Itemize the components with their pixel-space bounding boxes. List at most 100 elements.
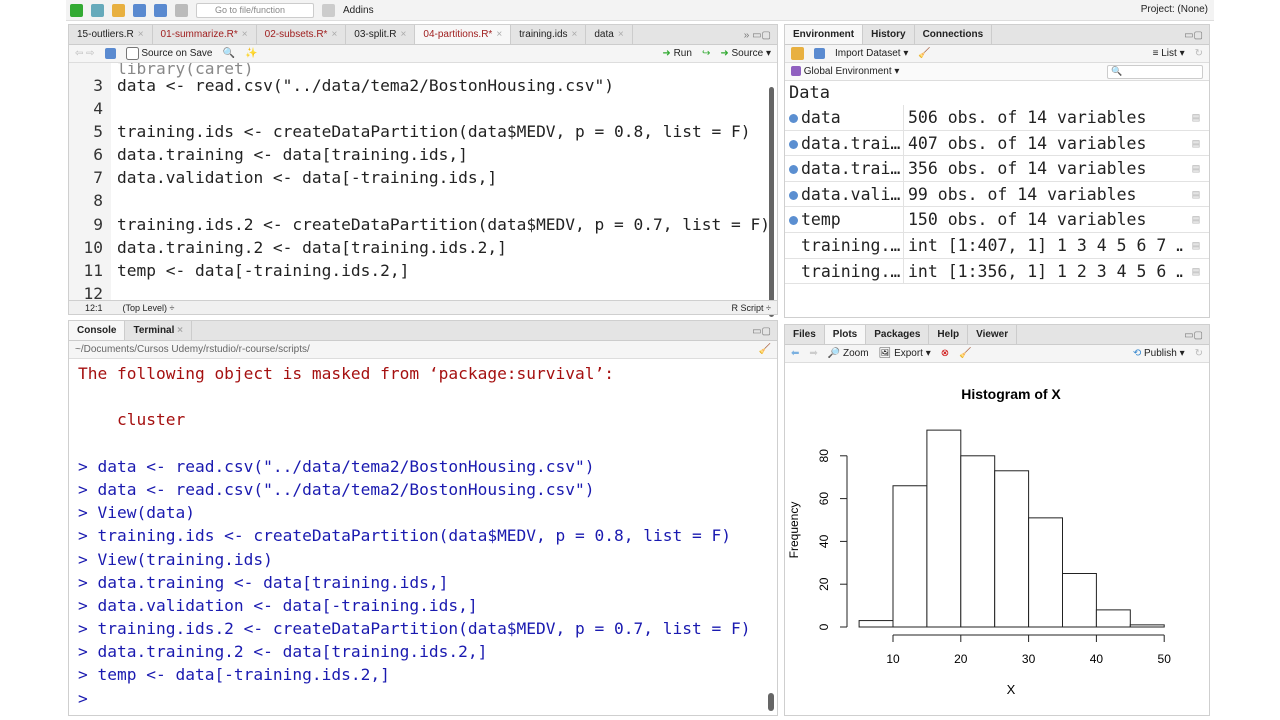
- editor-pane: 15-outliers.R × 01-summarize.R* × 02-subsets…: [68, 24, 778, 317]
- environment-row[interactable]: data.trai… 356 obs. of 14 variables ▤: [785, 156, 1209, 182]
- clear-console-icon[interactable]: 🧹: [758, 344, 771, 355]
- environment-row[interactable]: data.trai… 407 obs. of 14 variables ▤: [785, 130, 1209, 157]
- environment-search-input[interactable]: 🔍: [1107, 64, 1203, 79]
- close-icon[interactable]: ×: [331, 29, 338, 40]
- list-view-button[interactable]: ≡ List ▾: [1152, 48, 1185, 59]
- broom-icon[interactable]: 🧹: [959, 348, 972, 359]
- scope-selector[interactable]: (Top Level) ÷: [122, 302, 175, 313]
- close-icon[interactable]: ×: [496, 29, 503, 40]
- tab-editor-file[interactable]: 15-outliers.R ×: [69, 25, 153, 44]
- refresh-icon[interactable]: ↻: [1194, 348, 1203, 359]
- environment-row[interactable]: data 506 obs. of 14 variables ▤: [785, 105, 1209, 131]
- close-icon[interactable]: ×: [617, 29, 624, 40]
- view-table-icon[interactable]: ▤: [1192, 186, 1200, 201]
- console-scrollbar[interactable]: [768, 693, 774, 711]
- tab-editor-file[interactable]: 02-subsets.R* ×: [257, 25, 347, 44]
- view-table-icon[interactable]: ▤: [1192, 161, 1200, 176]
- save-icon[interactable]: [104, 48, 116, 59]
- tab-editor-file[interactable]: 03-split.R ×: [346, 25, 416, 44]
- view-table-icon[interactable]: ▤: [1192, 237, 1200, 252]
- view-table-icon[interactable]: ▤: [1192, 110, 1200, 124]
- print-icon[interactable]: [175, 3, 188, 17]
- tab-editor-file[interactable]: 01-summarize.R* ×: [153, 25, 257, 44]
- source-on-save-checkbox[interactable]: Source on Save: [125, 47, 213, 60]
- environment-row[interactable]: data.vali… 99 obs. of 14 variables ▤: [785, 181, 1209, 208]
- save-all-icon[interactable]: [154, 3, 167, 17]
- grid-layout-icon[interactable]: [322, 3, 335, 17]
- publish-button[interactable]: ⟲ Publish ▾: [1132, 348, 1185, 359]
- open-icon[interactable]: [791, 47, 804, 60]
- addins-menu[interactable]: Addins: [343, 4, 374, 16]
- save-icon[interactable]: [814, 48, 825, 59]
- delete-plot-icon[interactable]: ⊗: [940, 348, 950, 359]
- import-dataset-button[interactable]: Import Dataset ▾: [835, 48, 909, 59]
- console-command: > data <- read.csv("../data/tema2/Boston…: [78, 479, 595, 499]
- variable-value: 150 obs. of 14 variables: [908, 210, 1147, 230]
- environment-row[interactable]: training.… int [1:356, 1] 1 2 3 4 5 6 … ▤: [785, 258, 1209, 285]
- tab-plots[interactable]: Plots: [824, 325, 867, 344]
- back-icon[interactable]: ⇦ ⇨: [75, 48, 95, 59]
- close-icon[interactable]: ×: [571, 29, 578, 40]
- zoom-button[interactable]: 🔎 Zoom: [827, 348, 869, 359]
- view-table-icon[interactable]: ▤: [1192, 212, 1200, 227]
- tab-editor-file[interactable]: data ×: [586, 25, 633, 44]
- expand-icon[interactable]: [789, 114, 798, 123]
- minimize-maximize-icon[interactable]: ▭▢: [1184, 30, 1203, 41]
- minimize-maximize-icon[interactable]: » ▭▢: [743, 30, 771, 41]
- tab-help[interactable]: Help: [929, 325, 969, 344]
- save-icon[interactable]: [133, 3, 146, 17]
- source-button[interactable]: ➜ Source ▾: [720, 48, 771, 59]
- tab-packages[interactable]: Packages: [866, 325, 930, 344]
- open-file-icon[interactable]: [112, 3, 125, 17]
- console-output[interactable]: The following object is masked from ‘pac…: [69, 359, 777, 710]
- tab-history[interactable]: History: [863, 25, 915, 44]
- forward-arrow-icon[interactable]: ➡: [809, 348, 818, 359]
- tab-viewer[interactable]: Viewer: [968, 325, 1018, 344]
- run-button[interactable]: ➜ Run: [662, 48, 692, 59]
- expand-icon[interactable]: [789, 216, 798, 226]
- console-path-bar: ~/Documents/Cursos Udemy/rstudio/r-cours…: [69, 341, 777, 359]
- expand-icon[interactable]: [789, 165, 798, 175]
- close-icon[interactable]: ×: [400, 29, 407, 40]
- environment-pane: Environment History Connections ▭▢ Impor…: [784, 24, 1210, 318]
- broom-icon[interactable]: 🧹: [918, 48, 931, 59]
- refresh-icon[interactable]: ↻: [1194, 48, 1203, 59]
- new-project-icon[interactable]: [91, 3, 104, 17]
- minimize-maximize-icon[interactable]: ▭▢: [752, 326, 771, 337]
- tab-editor-file[interactable]: 04-partitions.R* ×: [415, 25, 512, 44]
- close-icon[interactable]: ×: [137, 29, 144, 40]
- code-line: 5 training.ids <- createDataPartition(dat…: [69, 120, 777, 144]
- file-type-selector[interactable]: R Script ÷: [731, 302, 771, 313]
- console-command: > training.ids <- createDataPartition(da…: [78, 526, 731, 546]
- global-environment-selector[interactable]: Global Environment ▾: [791, 66, 899, 77]
- goto-file-input[interactable]: Go to file/function: [196, 2, 314, 18]
- editor-scrollbar[interactable]: [769, 87, 774, 317]
- view-table-icon[interactable]: ▤: [1192, 135, 1200, 150]
- tab-connections[interactable]: Connections: [915, 25, 993, 44]
- search-icon[interactable]: 🔍: [222, 48, 235, 59]
- working-directory[interactable]: ~/Documents/Cursos Udemy/rstudio/r-cours…: [75, 344, 310, 355]
- code-editor[interactable]: library(caret) 3 data <- read.csv("../dat…: [69, 63, 777, 301]
- back-arrow-icon[interactable]: ⬅: [791, 348, 800, 359]
- rerun-icon[interactable]: ↪: [701, 48, 711, 59]
- source-on-save-label: Source on Save: [141, 48, 213, 60]
- variable-name: data.vali…: [801, 184, 901, 204]
- magic-wand-icon[interactable]: ✨: [244, 48, 258, 59]
- expand-icon[interactable]: [789, 190, 798, 200]
- project-menu[interactable]: Project: (None): [1140, 4, 1208, 15]
- tab-editor-file[interactable]: training.ids ×: [511, 25, 587, 44]
- minimize-maximize-icon[interactable]: ▭▢: [1184, 330, 1203, 341]
- tab-terminal[interactable]: Terminal ×: [125, 321, 193, 340]
- close-icon[interactable]: ×: [241, 29, 248, 40]
- export-button[interactable]: 🖼 Export ▾: [878, 348, 931, 359]
- x-tick-label: 40: [1090, 652, 1104, 666]
- view-table-icon[interactable]: ▤: [1192, 263, 1200, 278]
- x-tick-label: 10: [886, 652, 900, 666]
- tab-console[interactable]: Console: [69, 321, 126, 340]
- tab-files[interactable]: Files: [785, 325, 825, 344]
- environment-row[interactable]: training.… int [1:407, 1] 1 3 4 5 6 7 … ▤: [785, 232, 1209, 259]
- environment-row[interactable]: temp 150 obs. of 14 variables ▤: [785, 207, 1209, 233]
- new-file-icon[interactable]: [70, 3, 83, 17]
- tab-environment[interactable]: Environment: [785, 25, 864, 44]
- expand-icon[interactable]: [789, 139, 798, 149]
